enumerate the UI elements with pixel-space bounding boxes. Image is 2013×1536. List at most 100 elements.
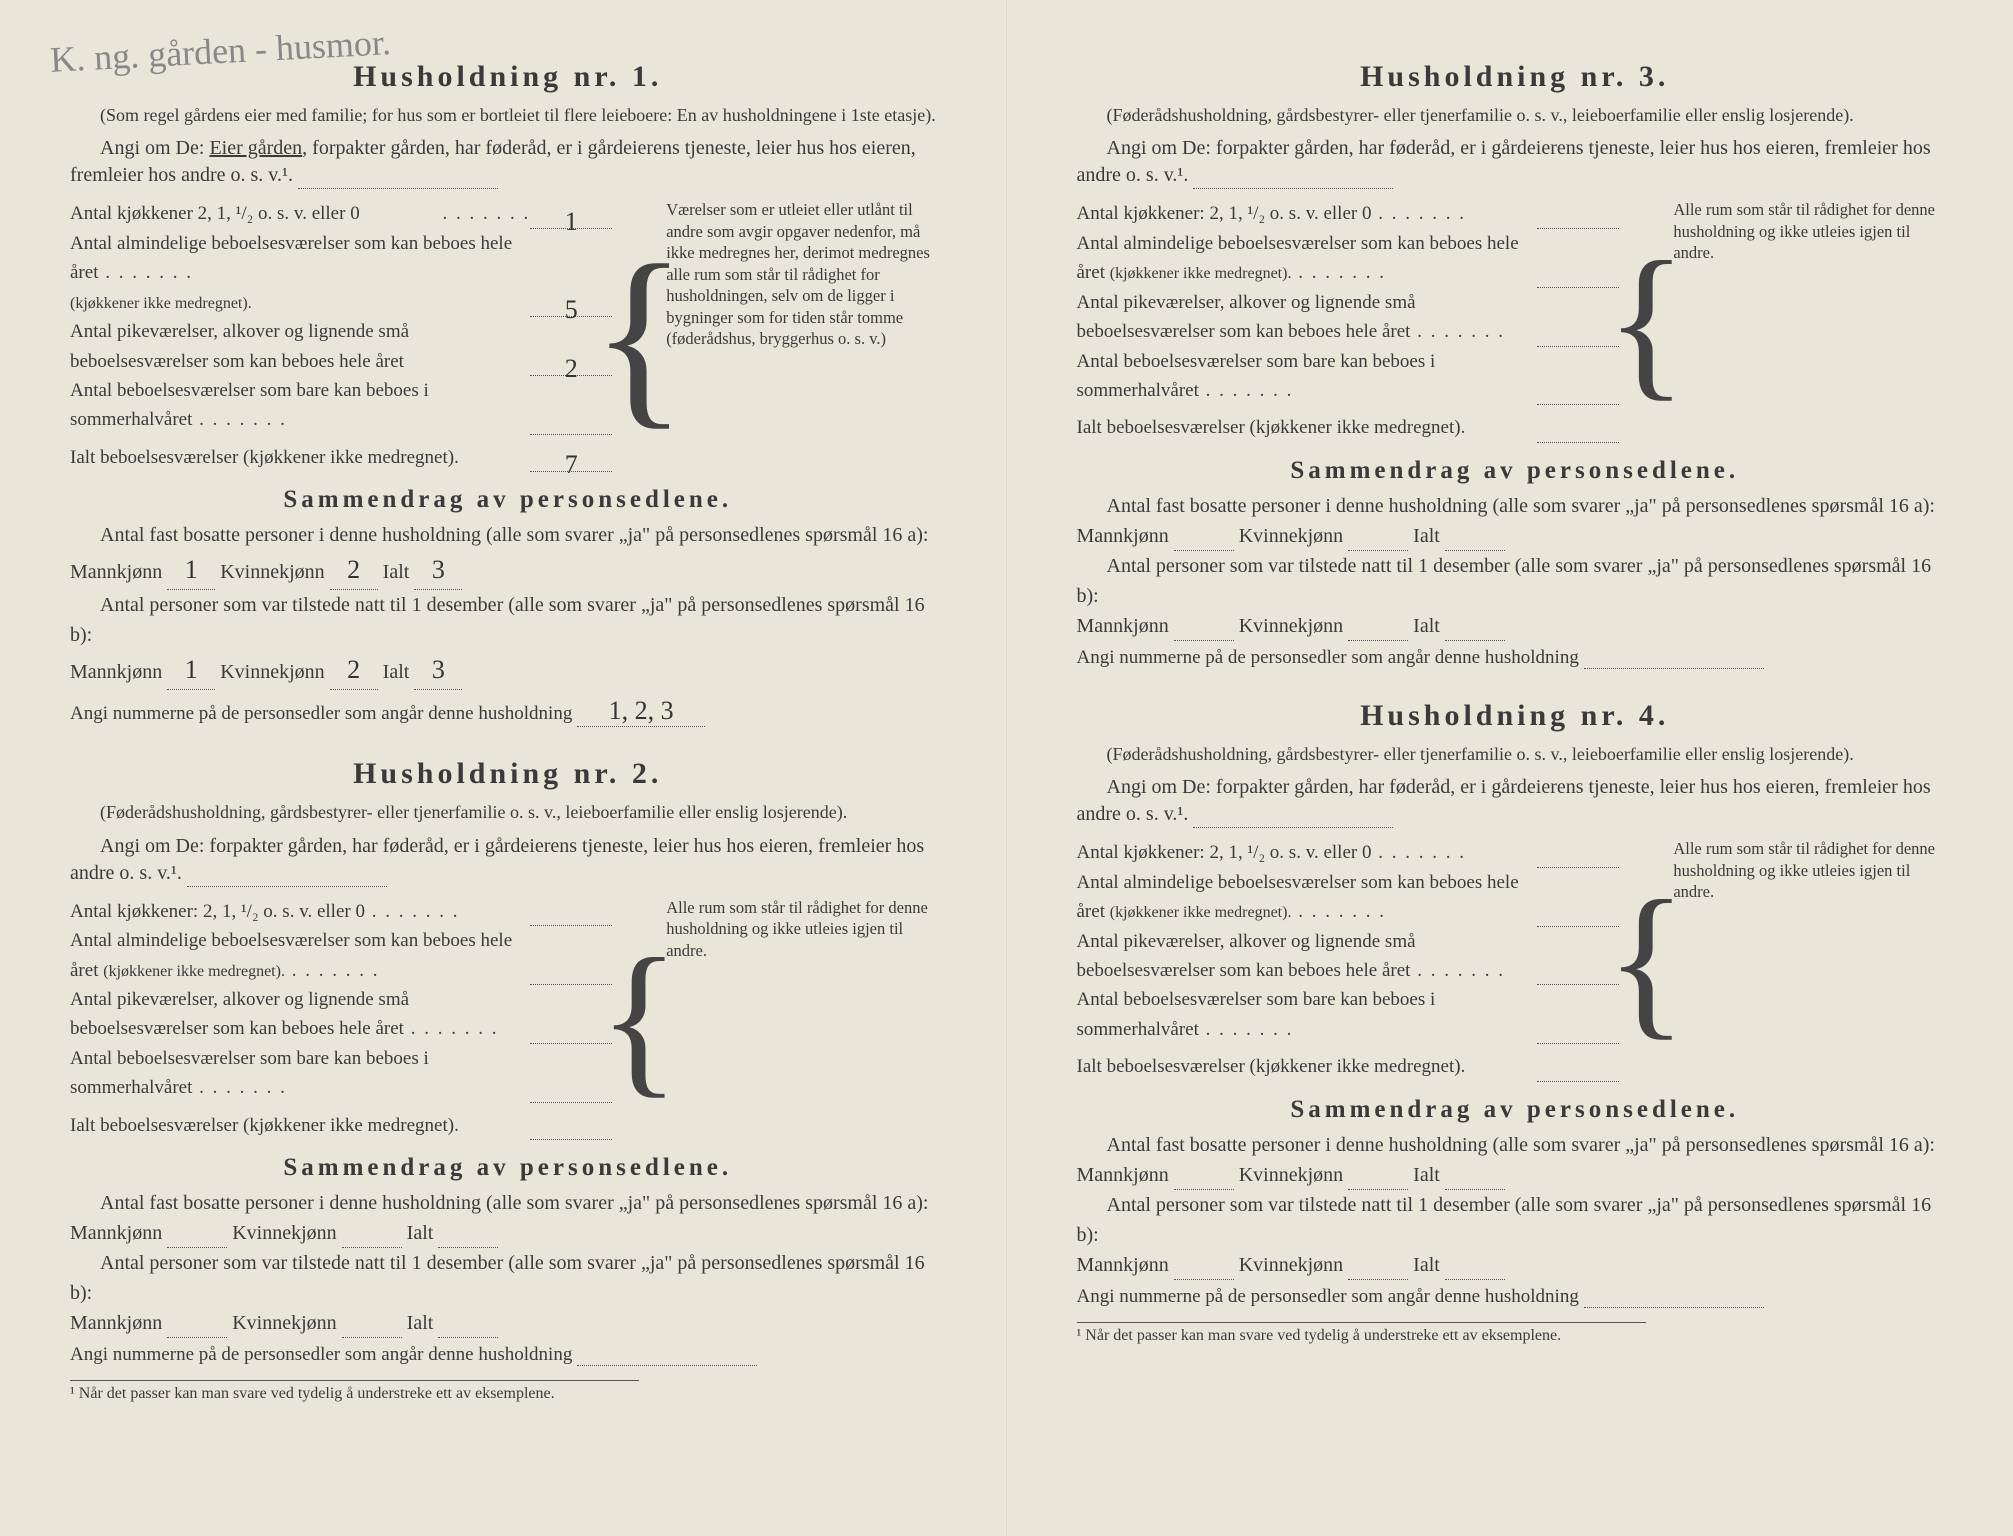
hh1-rooms-block: Antal kjøkkener 2, 1, ¹/₂ o. s. v. eller… bbox=[70, 199, 946, 472]
hh2-16b-fields: Mannkjønn Kvinnekjønn Ialt bbox=[70, 1308, 946, 1338]
label-ialt: Ialt bbox=[383, 661, 410, 683]
hh3-nummer: Angi nummerne på de personsedler som ang… bbox=[1077, 647, 1954, 669]
hh2-16a-m bbox=[167, 1227, 227, 1248]
hh3-total-label: Ialt beboelsesværelser (kjøkkener ikke m… bbox=[1077, 413, 1538, 442]
hh2-rooms: Antal kjøkkener: 2, 1, ¹/₂ o. s. v. elle… bbox=[70, 897, 612, 1141]
hh3-title: Husholdning nr. 3. bbox=[1077, 60, 1954, 94]
hh3-16a-line: Antal fast bosatte personer i denne hush… bbox=[1077, 491, 1954, 521]
hh1-angi-underline: Eier gården bbox=[209, 137, 302, 159]
hh3-sidenote: Alle rum som står til rådighet for denne… bbox=[1673, 199, 1953, 443]
hh3-subnote: (Føderådshusholdning, gårdsbestyrer- ell… bbox=[1077, 104, 1954, 127]
label-kvinne: Kvinnekjønn bbox=[1239, 1164, 1343, 1186]
hh4-total-label: Ialt beboelsesværelser (kjøkkener ikke m… bbox=[1077, 1052, 1538, 1081]
hh1-nummer-val: 1, 2, 3 bbox=[577, 696, 705, 727]
hh1-16a-k: 2 bbox=[330, 550, 378, 590]
hh1-16b-k: 2 bbox=[330, 650, 378, 690]
hh4-nummer: Angi nummerne på de personsedler som ang… bbox=[1077, 1286, 1954, 1308]
hh3-kitchen-val bbox=[1537, 202, 1619, 229]
hh4-nummer-val bbox=[1584, 1287, 1764, 1308]
hh3-sum-title: Sammendrag av personsedlene. bbox=[1077, 457, 1954, 485]
hh2-16b-m bbox=[167, 1317, 227, 1338]
hh1-16b-fields: Mannkjønn 1 Kvinnekjønn 2 Ialt 3 bbox=[70, 650, 946, 690]
hh4-16a-m bbox=[1174, 1169, 1234, 1190]
hh3-16a-t bbox=[1445, 530, 1505, 551]
hh1-rooms: Antal kjøkkener 2, 1, ¹/₂ o. s. v. eller… bbox=[70, 199, 612, 472]
hh2-subnote: (Føderådshusholdning, gårdsbestyrer- ell… bbox=[70, 801, 946, 824]
hh4-16b-line: Antal personer som var tilstede natt til… bbox=[1077, 1190, 1954, 1250]
hh2-angi-fill bbox=[187, 866, 387, 887]
hh4-kitchen-label: Antal kjøkkener: 2, 1, ¹/₂ o. s. v. elle… bbox=[1077, 842, 1372, 863]
label-kvinne: Kvinnekjønn bbox=[1239, 1254, 1343, 1276]
household-1: Husholdning nr. 1. (Som regel gårdens ei… bbox=[70, 60, 946, 727]
hh2-sidenote: Alle rum som står til rådighet for denne… bbox=[666, 897, 945, 1141]
hh4-kitchen-val bbox=[1537, 841, 1619, 868]
label-ialt: Ialt bbox=[1413, 1254, 1440, 1276]
hh1-16b-line: Antal personer som var tilstede natt til… bbox=[70, 590, 946, 650]
hh2-total-label: Ialt beboelsesværelser (kjøkkener ikke m… bbox=[70, 1111, 530, 1140]
hh2-16a-line: Antal fast bosatte personer i denne hush… bbox=[70, 1188, 946, 1218]
hh4-small-label: Antal pikeværelser, alkover og lignende … bbox=[1077, 931, 1416, 981]
hh1-total-val: 7 bbox=[530, 445, 612, 472]
hh4-subnote: (Føderådshusholdning, gårdsbestyrer- ell… bbox=[1077, 743, 1954, 766]
hh1-angi-fill bbox=[298, 168, 498, 189]
label-ialt: Ialt bbox=[1413, 1164, 1440, 1186]
hh3-rooms-block: Antal kjøkkener: 2, 1, ¹/₂ o. s. v. elle… bbox=[1077, 199, 1954, 443]
household-2: Husholdning nr. 2. (Føderådshusholdning,… bbox=[70, 757, 946, 1403]
hh3-16a-m bbox=[1174, 530, 1234, 551]
hh4-total-val bbox=[1537, 1055, 1619, 1082]
hh1-angi-pre: Angi om De: bbox=[100, 137, 209, 159]
hh3-angi: Angi om De: forpakter gården, har føderå… bbox=[1077, 135, 1954, 189]
hh4-16a-t bbox=[1445, 1169, 1505, 1190]
hh4-title: Husholdning nr. 4. bbox=[1077, 699, 1954, 733]
hh2-angi: Angi om De: forpakter gården, har føderå… bbox=[70, 833, 946, 887]
hh4-ord-sub: (kjøkkener ikke medregnet). bbox=[1110, 904, 1292, 921]
label-mann: Mannkjønn bbox=[70, 561, 162, 583]
hh3-16a-k bbox=[1348, 530, 1408, 551]
footnote-left: ¹ Når det passer kan man svare ved tydel… bbox=[70, 1380, 639, 1403]
hh2-title: Husholdning nr. 2. bbox=[70, 757, 946, 791]
label-kvinne: Kvinnekjønn bbox=[232, 1222, 336, 1244]
hh3-small-label: Antal pikeværelser, alkover og lignende … bbox=[1077, 292, 1416, 342]
household-4: Husholdning nr. 4. (Føderådshusholdning,… bbox=[1077, 699, 1954, 1345]
hh1-16b-t: 3 bbox=[414, 650, 462, 690]
hh4-rooms: Antal kjøkkener: 2, 1, ¹/₂ o. s. v. elle… bbox=[1077, 838, 1620, 1082]
hh4-sidenote: Alle rum som står til rådighet for denne… bbox=[1673, 838, 1953, 1082]
hh3-16b-k bbox=[1348, 620, 1408, 641]
brace-icon: { bbox=[1639, 838, 1653, 1082]
hh3-rooms: Antal kjøkkener: 2, 1, ¹/₂ o. s. v. elle… bbox=[1077, 199, 1620, 443]
label-mann: Mannkjønn bbox=[70, 1312, 162, 1334]
label-kvinne: Kvinnekjønn bbox=[232, 1312, 336, 1334]
hh4-rooms-block: Antal kjøkkener: 2, 1, ¹/₂ o. s. v. elle… bbox=[1077, 838, 1954, 1082]
footnote-right: ¹ Når det passer kan man svare ved tydel… bbox=[1077, 1322, 1647, 1345]
hh2-16b-line: Antal personer som var tilstede natt til… bbox=[70, 1248, 946, 1308]
label-kvinne: Kvinnekjønn bbox=[1239, 615, 1343, 637]
hh3-16a-fields: Mannkjønn Kvinnekjønn Ialt bbox=[1077, 521, 1954, 551]
hh4-16a-fields: Mannkjønn Kvinnekjønn Ialt bbox=[1077, 1160, 1954, 1190]
hh2-sum-title: Sammendrag av personsedlene. bbox=[70, 1154, 946, 1182]
hh4-16a-k bbox=[1348, 1169, 1408, 1190]
label-mann: Mannkjønn bbox=[1077, 1164, 1169, 1186]
hh2-kitchen-val bbox=[530, 899, 612, 926]
hh1-16a-line: Antal fast bosatte personer i denne hush… bbox=[70, 520, 946, 550]
hh2-16a-fields: Mannkjønn Kvinnekjønn Ialt bbox=[70, 1218, 946, 1248]
hh2-16b-t bbox=[438, 1317, 498, 1338]
hh2-small-label: Antal pikeværelser, alkover og lignende … bbox=[70, 989, 409, 1039]
hh3-16b-line: Antal personer som var tilstede natt til… bbox=[1077, 551, 1954, 611]
label-mann: Mannkjønn bbox=[1077, 1254, 1169, 1276]
label-mann: Mannkjønn bbox=[70, 661, 162, 683]
label-mann: Mannkjønn bbox=[1077, 525, 1169, 547]
hh3-nummer-label: Angi nummerne på de personsedler som ang… bbox=[1077, 647, 1579, 668]
hh3-ord-sub: (kjøkkener ikke medregnet). bbox=[1110, 265, 1292, 282]
hh2-nummer: Angi nummerne på de personsedler som ang… bbox=[70, 1344, 946, 1366]
label-ialt: Ialt bbox=[383, 561, 410, 583]
hh3-16b-t bbox=[1445, 620, 1505, 641]
hh4-16b-k bbox=[1348, 1259, 1408, 1280]
hh4-16b-fields: Mannkjønn Kvinnekjønn Ialt bbox=[1077, 1250, 1954, 1280]
hh3-16b-fields: Mannkjønn Kvinnekjønn Ialt bbox=[1077, 611, 1954, 641]
hh3-16b-m bbox=[1174, 620, 1234, 641]
hh2-total-val bbox=[530, 1113, 612, 1140]
brace-icon: { bbox=[1639, 199, 1653, 443]
label-kvinne: Kvinnekjønn bbox=[1239, 525, 1343, 547]
label-kvinne: Kvinnekjønn bbox=[220, 661, 324, 683]
hh2-nummer-val bbox=[577, 1345, 757, 1366]
